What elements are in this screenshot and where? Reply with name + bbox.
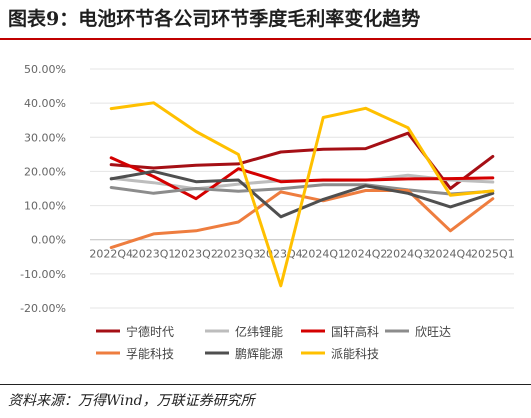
legend-label: 鹏辉能源 bbox=[235, 347, 283, 361]
y-tick-label: 0.00% bbox=[31, 234, 66, 247]
series-lines bbox=[109, 101, 495, 288]
legend-label: 国轩高科 bbox=[331, 324, 379, 339]
y-tick-label: 40.00% bbox=[24, 97, 66, 110]
series-line bbox=[109, 169, 495, 219]
legend-label: 派能科技 bbox=[331, 347, 379, 361]
source-note: 资料来源：万得Wind，万联证券研究所 bbox=[8, 393, 255, 409]
x-tick-label: 2023Q4 bbox=[259, 248, 303, 261]
title-divider bbox=[0, 38, 531, 40]
x-tick-label: 2024Q4 bbox=[429, 248, 473, 261]
y-tick-label: -20.00% bbox=[20, 302, 66, 315]
x-tick-label: 2025Q1 bbox=[471, 248, 515, 261]
y-tick-label: 20.00% bbox=[24, 165, 66, 178]
y-tick-label: 50.00% bbox=[24, 63, 66, 76]
chart-title: 图表9：电池环节各公司环节季度毛利率变化趋势 bbox=[8, 8, 421, 30]
series-line bbox=[109, 156, 495, 201]
series-line bbox=[109, 183, 495, 196]
legend-label: 亿纬锂能 bbox=[235, 324, 283, 339]
line-chart: -20.00% -10.00% 0.00% 10.00% 20.00% 30.00% 40.… bbox=[20, 63, 515, 361]
y-tick-label: -10.00% bbox=[20, 268, 66, 281]
x-tick-label: 2024Q2 bbox=[344, 248, 388, 261]
source-divider bbox=[0, 384, 531, 385]
legend-label: 宁德时代 bbox=[126, 324, 174, 339]
y-tick-label: 10.00% bbox=[24, 200, 66, 213]
x-tick-label: 2024Q3 bbox=[386, 248, 430, 261]
x-tick-label: 2023Q1 bbox=[132, 248, 176, 261]
x-tick-label: 2023Q3 bbox=[217, 248, 261, 261]
x-axis: 2022Q42023Q12023Q22023Q32023Q42024Q12024… bbox=[89, 248, 514, 261]
y-tick-label: 30.00% bbox=[24, 131, 66, 144]
y-axis: -20.00% -10.00% 0.00% 10.00% 20.00% 30.00% 40.… bbox=[20, 63, 66, 315]
x-tick-label: 2024Q1 bbox=[301, 248, 345, 261]
legend-label: 孚能科技 bbox=[126, 347, 174, 361]
series-line bbox=[109, 101, 495, 288]
x-tick-label: 2022Q4 bbox=[89, 248, 133, 261]
x-tick-label: 2023Q2 bbox=[174, 248, 218, 261]
legend-label: 欣旺达 bbox=[415, 325, 451, 339]
